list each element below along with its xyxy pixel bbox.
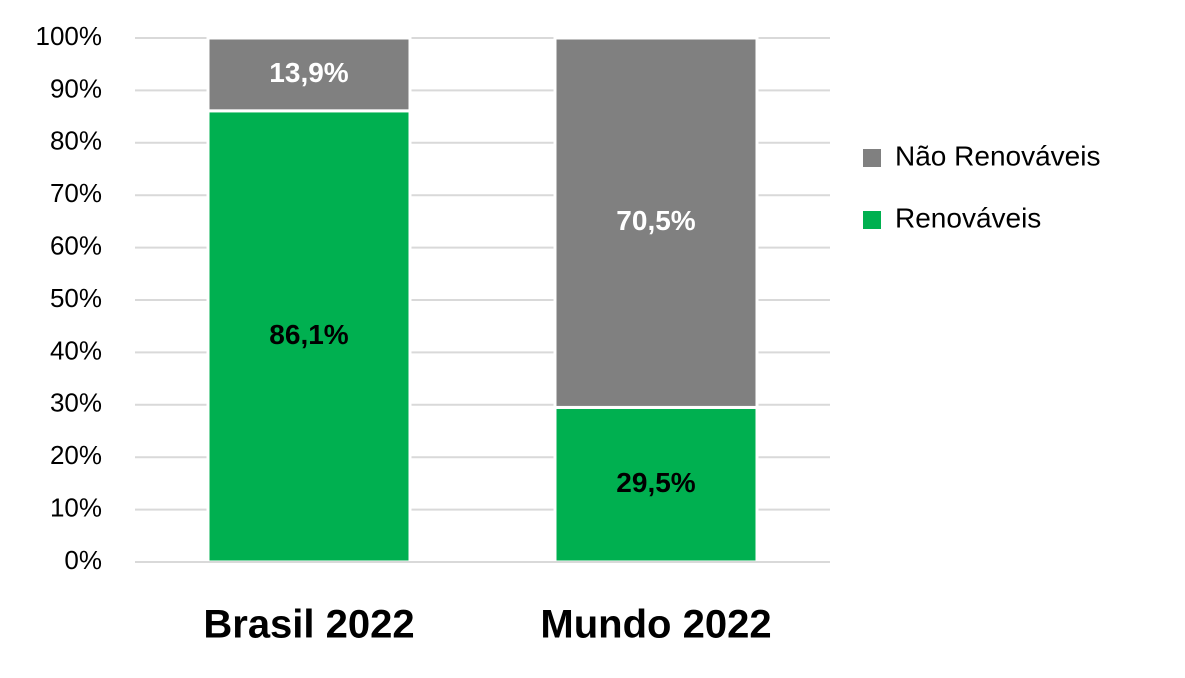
y-tick-label: 100% bbox=[36, 21, 103, 51]
y-tick-label: 20% bbox=[50, 440, 102, 470]
y-tick-label: 10% bbox=[50, 492, 102, 522]
legend-swatch bbox=[863, 211, 881, 229]
value-label: 29,5% bbox=[616, 467, 695, 498]
value-label: 13,9% bbox=[269, 57, 348, 88]
y-tick-label: 30% bbox=[50, 388, 102, 418]
bar-segment bbox=[553, 36, 759, 409]
y-tick-label: 40% bbox=[50, 335, 102, 365]
bar-segment bbox=[206, 36, 412, 113]
value-label: 86,1% bbox=[269, 319, 348, 350]
y-tick-label: 80% bbox=[50, 126, 102, 156]
x-tick-label: Mundo 2022 bbox=[540, 603, 771, 647]
legend-label: Renováveis bbox=[895, 202, 1041, 233]
value-label: 70,5% bbox=[616, 205, 695, 236]
x-tick-label: Brasil 2022 bbox=[203, 603, 414, 647]
legend-swatch bbox=[863, 149, 881, 167]
bar-segment bbox=[206, 109, 412, 564]
y-tick-label: 70% bbox=[50, 178, 102, 208]
y-tick-label: 90% bbox=[50, 73, 102, 103]
legend-label: Não Renováveis bbox=[895, 140, 1100, 171]
y-tick-label: 60% bbox=[50, 230, 102, 260]
y-tick-label: 50% bbox=[50, 283, 102, 313]
y-tick-label: 0% bbox=[64, 545, 102, 575]
bar-segment bbox=[553, 405, 759, 564]
